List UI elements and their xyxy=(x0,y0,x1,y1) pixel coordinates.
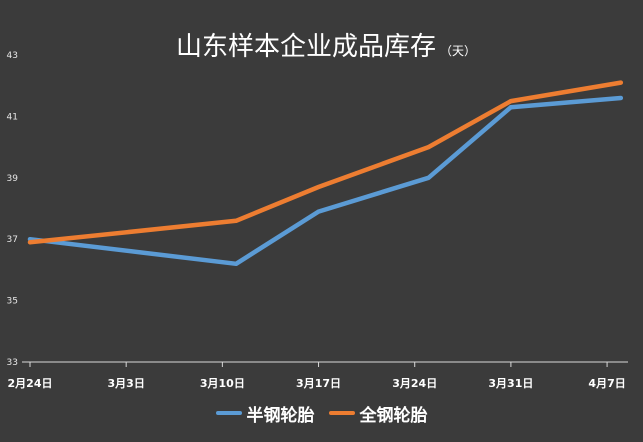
x-tick-label: 3月31日 xyxy=(488,377,533,390)
y-tick-label: 39 xyxy=(7,174,19,184)
data-point-series-1 xyxy=(618,95,623,100)
data-point-series-1 xyxy=(426,175,431,180)
y-axis-labels: 43 41 39 37 35 33 xyxy=(7,51,19,368)
chart-title-unit: （天） xyxy=(440,44,477,58)
y-tick-label: 41 xyxy=(7,112,18,122)
y-tick-label: 37 xyxy=(7,235,18,245)
data-point-series-2 xyxy=(508,99,513,104)
legend-label: 全钢轮胎 xyxy=(359,405,428,426)
series-line-2 xyxy=(27,80,624,245)
x-tick-label: 4月7日 xyxy=(588,377,625,390)
data-point-series-2 xyxy=(234,218,239,223)
x-axis: 2月24日 3月3日 3月10日 3月17日 3月24日 3月31日 4月7日 xyxy=(8,361,628,390)
x-tick-label: 3月10日 xyxy=(200,377,245,390)
data-point-series-2 xyxy=(316,185,321,190)
y-tick-label: 33 xyxy=(7,358,18,368)
legend-label: 半钢轮胎 xyxy=(246,405,315,426)
y-tick-label: 35 xyxy=(7,297,18,307)
data-point-series-1 xyxy=(508,105,513,110)
data-point-series-2 xyxy=(28,240,32,245)
series-group xyxy=(27,80,624,267)
legend: 半钢轮胎 全钢轮胎 xyxy=(0,401,643,426)
data-point-series-2 xyxy=(426,145,431,150)
y-tick-label: 43 xyxy=(7,51,18,61)
x-tick-label: 2月24日 xyxy=(8,377,53,390)
x-tick-label: 3月24日 xyxy=(392,377,437,390)
data-point-series-1 xyxy=(316,209,321,214)
legend-swatch xyxy=(215,411,242,415)
data-point-series-2 xyxy=(618,80,623,85)
chart-title-text: 山东样本企业成品库存 xyxy=(176,32,437,62)
legend-swatch xyxy=(328,411,355,415)
x-tick-label: 3月3日 xyxy=(108,377,145,390)
series-line-1 xyxy=(27,95,624,267)
data-point-series-1 xyxy=(234,261,239,266)
legend-item: 全钢轮胎 xyxy=(328,401,428,426)
chart-title: 山东样本企业成品库存 （天） xyxy=(176,26,476,63)
x-tick-label: 3月17日 xyxy=(296,377,341,390)
legend-item: 半钢轮胎 xyxy=(215,401,315,426)
